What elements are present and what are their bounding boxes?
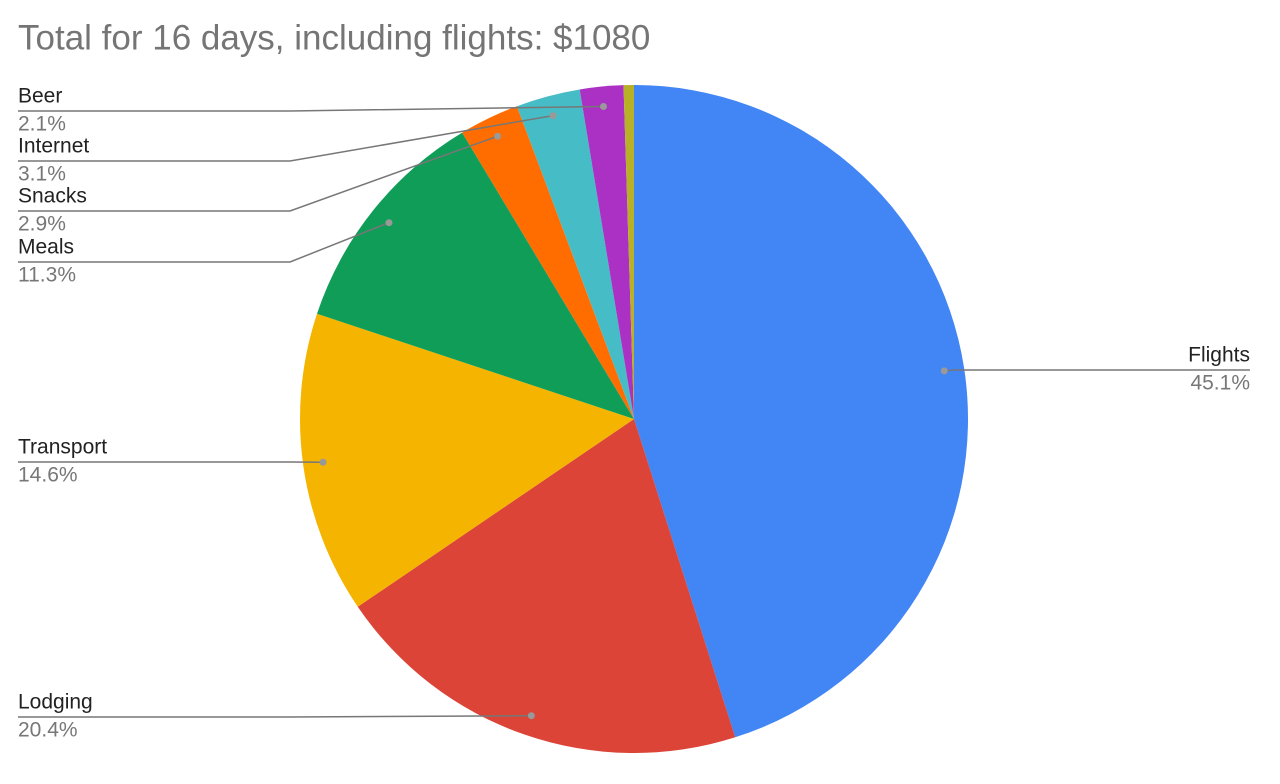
slice-value-label: 20.4% — [18, 719, 78, 742]
slice-label: Meals — [18, 236, 74, 259]
slice-label: Transport — [18, 436, 107, 459]
slice-value-label: 2.1% — [18, 113, 66, 136]
pie-slice — [357, 419, 736, 753]
slice-value-label: 11.3% — [18, 264, 76, 287]
pie-slice — [634, 85, 969, 738]
pie-slice — [462, 106, 634, 420]
slice-label: Beer — [18, 85, 62, 108]
slice-label: Lodging — [18, 691, 93, 714]
leader-line — [18, 114, 554, 162]
pie-slice — [317, 132, 634, 419]
slice-value-label: 2.9% — [18, 213, 66, 236]
slice-value-label: 14.6% — [18, 464, 78, 487]
slice-label: Flights — [1188, 344, 1250, 367]
leader-line — [18, 105, 604, 112]
leader-dot — [549, 112, 557, 120]
leader-dot — [385, 219, 393, 227]
leader-dot — [527, 712, 535, 720]
leader-line — [18, 135, 498, 212]
leader-line — [18, 714, 532, 718]
pie-slice — [579, 85, 634, 420]
slice-value-label: 45.1% — [1190, 372, 1250, 395]
leader-dot — [599, 103, 607, 111]
slice-label: Internet — [18, 135, 89, 158]
leader-dot — [319, 458, 327, 466]
leader-dot — [940, 367, 948, 375]
pie-slice — [516, 89, 634, 419]
leader-line — [18, 222, 390, 263]
leader-dot — [494, 132, 502, 140]
slice-label: Snacks — [18, 185, 87, 208]
pie-slice — [623, 85, 634, 419]
slice-value-label: 3.1% — [18, 163, 66, 186]
chart-title: Total for 16 days, including flights: $1… — [18, 18, 650, 57]
pie-slice — [299, 313, 634, 607]
